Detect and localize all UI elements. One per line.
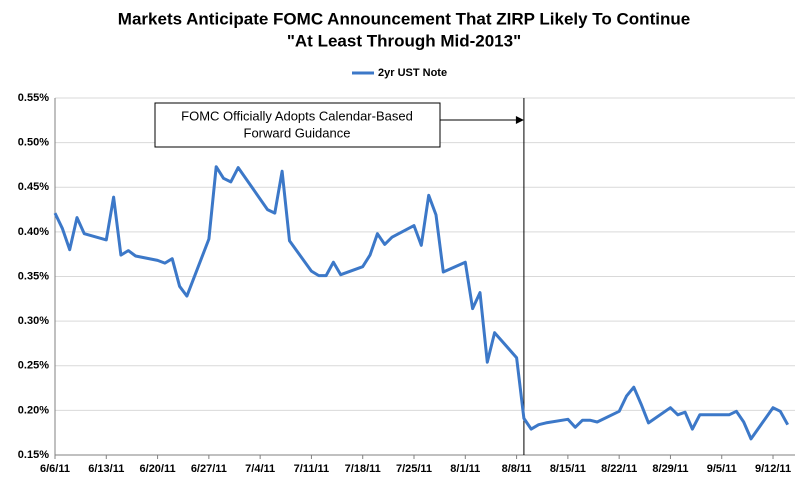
x-tick-label: 6/6/11 xyxy=(40,463,70,475)
annotation-text: FOMC Officially Adopts Calendar-Based xyxy=(181,108,413,123)
y-tick-label: 0.30% xyxy=(18,315,49,327)
y-tick-label: 0.55% xyxy=(18,92,49,104)
y-tick-label: 0.50% xyxy=(18,137,49,149)
x-tick-label: 8/15/11 xyxy=(550,463,586,475)
x-tick-label: 6/13/11 xyxy=(88,463,124,475)
y-tick-label: 0.40% xyxy=(18,226,49,238)
x-tick-label: 7/18/11 xyxy=(345,463,381,475)
x-tick-label: 8/29/11 xyxy=(652,463,688,475)
annotation-box xyxy=(154,102,441,148)
x-tick-label: 7/4/11 xyxy=(245,463,275,475)
y-tick-label: 0.20% xyxy=(18,404,49,416)
chart-title: Markets Anticipate FOMC Announcement Tha… xyxy=(118,9,690,28)
x-tick-label: 9/12/11 xyxy=(755,463,791,475)
x-tick-label: 8/8/11 xyxy=(502,463,532,475)
chart-title: "At Least Through Mid-2013" xyxy=(287,31,521,50)
annotation-text: Forward Guidance xyxy=(244,125,351,140)
y-tick-label: 0.45% xyxy=(18,181,49,193)
x-tick-label: 6/20/11 xyxy=(140,463,176,475)
x-tick-label: 7/11/11 xyxy=(294,463,330,475)
arrow-head xyxy=(515,116,524,124)
y-tick-label: 0.25% xyxy=(18,360,49,372)
x-tick-label: 9/5/11 xyxy=(707,463,737,475)
x-tick-label: 8/1/11 xyxy=(450,463,480,475)
y-tick-label: 0.15% xyxy=(18,449,49,461)
x-tick-label: 6/27/11 xyxy=(191,463,227,475)
x-tick-label: 7/25/11 xyxy=(396,463,432,475)
y-tick-label: 0.35% xyxy=(18,270,49,282)
x-tick-label: 8/22/11 xyxy=(601,463,637,475)
legend-label: 2yr UST Note xyxy=(378,67,447,79)
series-line xyxy=(53,165,790,441)
